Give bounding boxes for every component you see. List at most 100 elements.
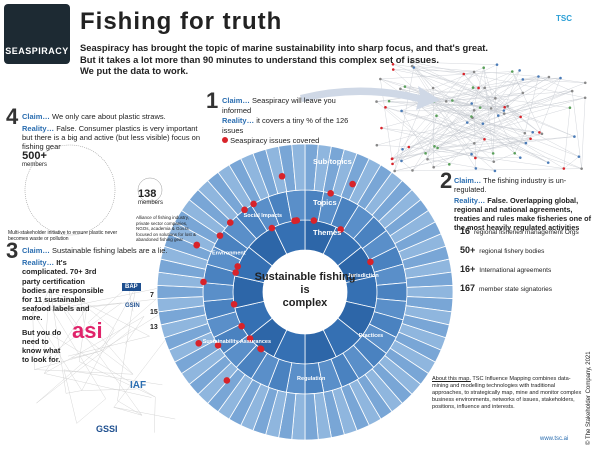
unit: members bbox=[138, 200, 164, 206]
network-edge bbox=[401, 116, 521, 162]
network-edge bbox=[391, 79, 523, 160]
network-node bbox=[583, 96, 587, 100]
ring-label: Sub-topics bbox=[313, 157, 352, 166]
network-node bbox=[471, 86, 475, 89]
title: Fishing for truth bbox=[80, 8, 283, 35]
stat-text: regional fishery bodies bbox=[479, 248, 545, 255]
network-edge bbox=[117, 400, 143, 416]
claim-number: 2 bbox=[440, 168, 453, 193]
network-edge bbox=[411, 66, 477, 169]
claim-2: 2 Claim… The fishing industry is un-regu… bbox=[440, 168, 598, 233]
logo-text: SEASPIRACY bbox=[5, 46, 69, 56]
network-edge bbox=[52, 310, 106, 399]
bubble bbox=[137, 177, 163, 203]
network-edge bbox=[385, 107, 435, 147]
issue-dot bbox=[367, 258, 374, 266]
network-edge bbox=[88, 322, 134, 375]
network-edge bbox=[393, 69, 475, 73]
network-node bbox=[562, 167, 566, 170]
claim-label: Claim… bbox=[222, 96, 250, 105]
network-node bbox=[510, 70, 514, 73]
network-node bbox=[577, 155, 581, 158]
network-edge bbox=[425, 136, 575, 154]
issue-dot bbox=[349, 180, 356, 188]
network-node bbox=[573, 135, 576, 138]
network-edge bbox=[473, 76, 539, 88]
network-node bbox=[491, 152, 495, 155]
network-edge bbox=[482, 123, 533, 133]
network-edge bbox=[392, 64, 464, 75]
network-edge bbox=[80, 300, 150, 337]
intro-line: We put the data to work. bbox=[80, 65, 189, 76]
network-edge bbox=[394, 67, 414, 171]
network-edge bbox=[493, 153, 515, 162]
theme-label: Social Impacts bbox=[244, 213, 283, 219]
issue-dot bbox=[216, 232, 224, 239]
network-edge bbox=[392, 115, 437, 165]
network-edge bbox=[44, 373, 152, 398]
network-edge bbox=[538, 76, 573, 92]
network-edge bbox=[49, 286, 67, 394]
network-edge bbox=[81, 329, 115, 391]
network-edge bbox=[381, 127, 494, 154]
issue-dot bbox=[241, 206, 248, 214]
sunburst-segment bbox=[376, 282, 408, 302]
network-edge bbox=[404, 86, 570, 108]
network-edge bbox=[400, 88, 496, 172]
network-node bbox=[375, 143, 379, 147]
network-node bbox=[473, 141, 476, 145]
network-node bbox=[531, 131, 535, 134]
network-edge bbox=[86, 307, 115, 330]
network-node bbox=[387, 99, 391, 103]
claim-3: 3 Claim… Sustainable fishing labels are … bbox=[6, 239, 168, 364]
network-edge bbox=[389, 100, 472, 117]
network-edge bbox=[504, 97, 586, 114]
issue-dot bbox=[291, 217, 298, 225]
network-node bbox=[518, 156, 522, 159]
theme-label: Environment bbox=[212, 250, 246, 256]
network-edge bbox=[385, 107, 582, 169]
network-edge bbox=[411, 61, 476, 159]
network-node bbox=[435, 114, 438, 118]
network-node bbox=[391, 63, 395, 66]
network-edge bbox=[411, 65, 434, 89]
network-edge bbox=[412, 65, 575, 137]
about-label: About this map. bbox=[432, 376, 471, 382]
network-edge bbox=[411, 61, 498, 65]
stat: 50+ regional fishery bodies bbox=[460, 245, 598, 255]
network-edge bbox=[66, 309, 143, 416]
claim-label: Claim… bbox=[22, 112, 50, 121]
cert-count: 15 bbox=[150, 309, 158, 316]
legend-text: Seaspiracy issues covered bbox=[230, 136, 320, 145]
theme-label: Sustainability Assurances bbox=[203, 339, 271, 345]
stat-number: 167 bbox=[460, 283, 476, 293]
network-edge bbox=[65, 390, 82, 394]
network-edge bbox=[473, 71, 499, 116]
network-node bbox=[384, 106, 387, 109]
network-node bbox=[472, 109, 476, 112]
stat: 167 member state signatories bbox=[460, 283, 598, 293]
network-edge bbox=[472, 76, 539, 118]
issue-dot bbox=[337, 226, 344, 233]
network-node bbox=[503, 105, 506, 109]
logo: SEASPIRACY bbox=[4, 4, 70, 64]
count: 138 bbox=[138, 188, 157, 200]
network-node bbox=[375, 100, 378, 103]
network-edge bbox=[52, 285, 173, 311]
reality-label: Reality… bbox=[22, 258, 55, 268]
center-text: Sustainable fishing is complex bbox=[255, 271, 356, 309]
network-node bbox=[529, 137, 532, 141]
stat-number: 16 bbox=[460, 226, 471, 236]
network-edge bbox=[427, 115, 437, 160]
network-node bbox=[410, 64, 414, 68]
network-edge bbox=[63, 369, 77, 424]
about-text: TSC Influence Mapping combines data-mini… bbox=[432, 376, 582, 410]
network-edge bbox=[475, 139, 485, 159]
stats: 16 regional fisheries management Orgs 50+ r… bbox=[460, 226, 598, 302]
network-edge bbox=[391, 153, 426, 160]
network-edge bbox=[113, 330, 173, 408]
network-edge bbox=[380, 78, 475, 144]
network-edge bbox=[482, 70, 520, 124]
issue-dot bbox=[226, 219, 234, 226]
